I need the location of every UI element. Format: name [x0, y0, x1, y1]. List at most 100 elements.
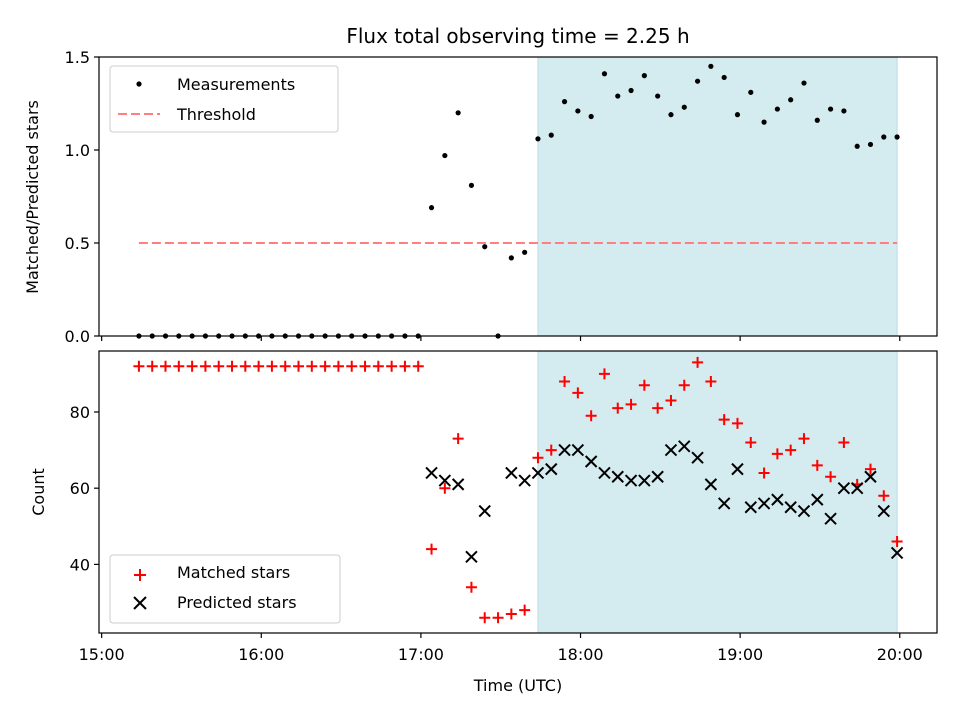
- predicted-stars-point: [678, 440, 691, 453]
- predicted-stars-point: [624, 474, 638, 487]
- predicted-stars-point: [518, 474, 531, 487]
- top-y-tick-label: 1.5: [65, 48, 90, 67]
- predicted-stars-point: [784, 501, 797, 514]
- predicted-stars-point: [704, 478, 718, 491]
- predicted-stars-point: [438, 474, 452, 487]
- predicted-stars-point: [731, 462, 744, 476]
- predicted-stars-point: [771, 493, 784, 506]
- predicted-stars-point: [850, 481, 864, 495]
- matched-stars-point: [133, 360, 145, 372]
- top-highlight-span: [537, 56, 898, 337]
- predicted-stars-point: [797, 504, 811, 518]
- predicted-stars-point: [611, 470, 624, 483]
- measurements-point: [655, 93, 661, 99]
- matched-stars-point: [692, 356, 704, 368]
- measurements-point: [734, 112, 741, 118]
- matched-stars-point: [346, 360, 358, 372]
- x-tick-label: 19:00: [717, 645, 763, 664]
- matched-stars-point: [199, 360, 211, 372]
- matched-stars-point: [359, 360, 371, 372]
- matched-stars-point: [452, 433, 464, 445]
- predicted-stars-point: [545, 462, 558, 476]
- measurements-point: [468, 182, 475, 188]
- matched-stars-point: [492, 612, 504, 624]
- predicted-stars-point: [837, 481, 851, 495]
- predicted-stars-point: [584, 455, 598, 468]
- matched-stars-point: [306, 360, 318, 372]
- matched-stars-point: [585, 410, 597, 422]
- matched-stars-point: [798, 433, 810, 445]
- x-tick-label: 15:00: [79, 645, 125, 664]
- measurements-point: [442, 152, 448, 159]
- matched-stars-point: [625, 398, 637, 410]
- matched-stars-point: [771, 448, 783, 460]
- matched-stars-point: [785, 444, 797, 456]
- matched-stars-point: [718, 414, 730, 426]
- measurements-point: [867, 141, 874, 148]
- predicted-stars-point: [757, 497, 771, 510]
- matched-stars-point: [439, 482, 451, 494]
- matched-stars-point: [253, 360, 265, 372]
- matched-stars-point: [598, 368, 610, 380]
- measurements-point: [428, 205, 435, 211]
- matched-stars-point: [226, 360, 238, 372]
- matched-stars-point: [146, 360, 158, 372]
- matched-stars-point: [758, 467, 770, 479]
- matched-stars-point: [426, 543, 438, 555]
- bottom-legend-box: [109, 554, 341, 624]
- predicted-stars-point: [864, 470, 877, 483]
- x-axis-label: Time (UTC): [473, 676, 562, 695]
- matched-stars-point: [572, 387, 584, 399]
- measurements-point: [628, 87, 634, 94]
- predicted-stars-point: [664, 443, 678, 457]
- measurements-point: [694, 78, 701, 84]
- measurements-point: [641, 73, 647, 79]
- measurements-point: [854, 143, 860, 149]
- matched-stars-point: [239, 360, 251, 372]
- bottom-y-tick-label: 60: [70, 479, 90, 498]
- matched-stars-point: [638, 379, 650, 391]
- top-y-tick-label: 0.5: [65, 234, 90, 253]
- top-y-tick-label: 0.0: [65, 327, 90, 346]
- bottom-y-tick-label: 40: [70, 555, 90, 574]
- predicted-stars-point: [531, 466, 545, 480]
- matched-stars-point: [731, 417, 743, 429]
- matched-stars-point: [386, 360, 398, 372]
- measurements-point: [827, 106, 834, 112]
- bottom-panel: 40 60 80 15:00 16:00 17:00 18:00 19:00 20:00 Cou…: [29, 350, 938, 695]
- matched-stars-point: [399, 360, 411, 372]
- top-legend: Measurements Threshold: [109, 65, 339, 133]
- measurements-point: [774, 106, 780, 112]
- predicted-stars-point: [598, 466, 611, 480]
- predicted-stars-point: [571, 443, 585, 457]
- matched-stars-point: [319, 360, 331, 372]
- measurements-point: [748, 89, 754, 95]
- matched-stars-point: [519, 604, 531, 616]
- matched-stars-point: [412, 360, 424, 372]
- legend-marker-measurements: [136, 81, 142, 87]
- matched-stars-point: [652, 402, 664, 414]
- measurements-point: [801, 80, 807, 86]
- matched-stars-point: [825, 471, 837, 483]
- measurements-point: [681, 104, 687, 110]
- matched-stars-point: [532, 452, 544, 464]
- predicted-stars-point: [890, 546, 904, 560]
- legend-label-threshold: Threshold: [176, 105, 256, 124]
- bottom-y-tick-label: 80: [70, 403, 90, 422]
- legend-label-matched-stars: Matched stars: [177, 563, 290, 582]
- predicted-stars-point: [824, 512, 837, 525]
- matched-stars-point: [505, 608, 517, 620]
- predicted-stars-point: [717, 497, 731, 510]
- matched-stars-point: [559, 375, 571, 387]
- measurements-point: [721, 74, 727, 81]
- measurements-point: [508, 255, 514, 261]
- x-tick-label: 16:00: [238, 645, 284, 664]
- measurements-point: [561, 99, 568, 105]
- predicted-stars-point: [691, 451, 704, 464]
- matched-stars-point: [213, 360, 225, 372]
- matched-stars-point: [612, 402, 624, 414]
- bottom-axes-frame: [98, 350, 938, 634]
- matched-stars-point: [838, 436, 850, 448]
- legend-label-measurements: Measurements: [177, 75, 295, 94]
